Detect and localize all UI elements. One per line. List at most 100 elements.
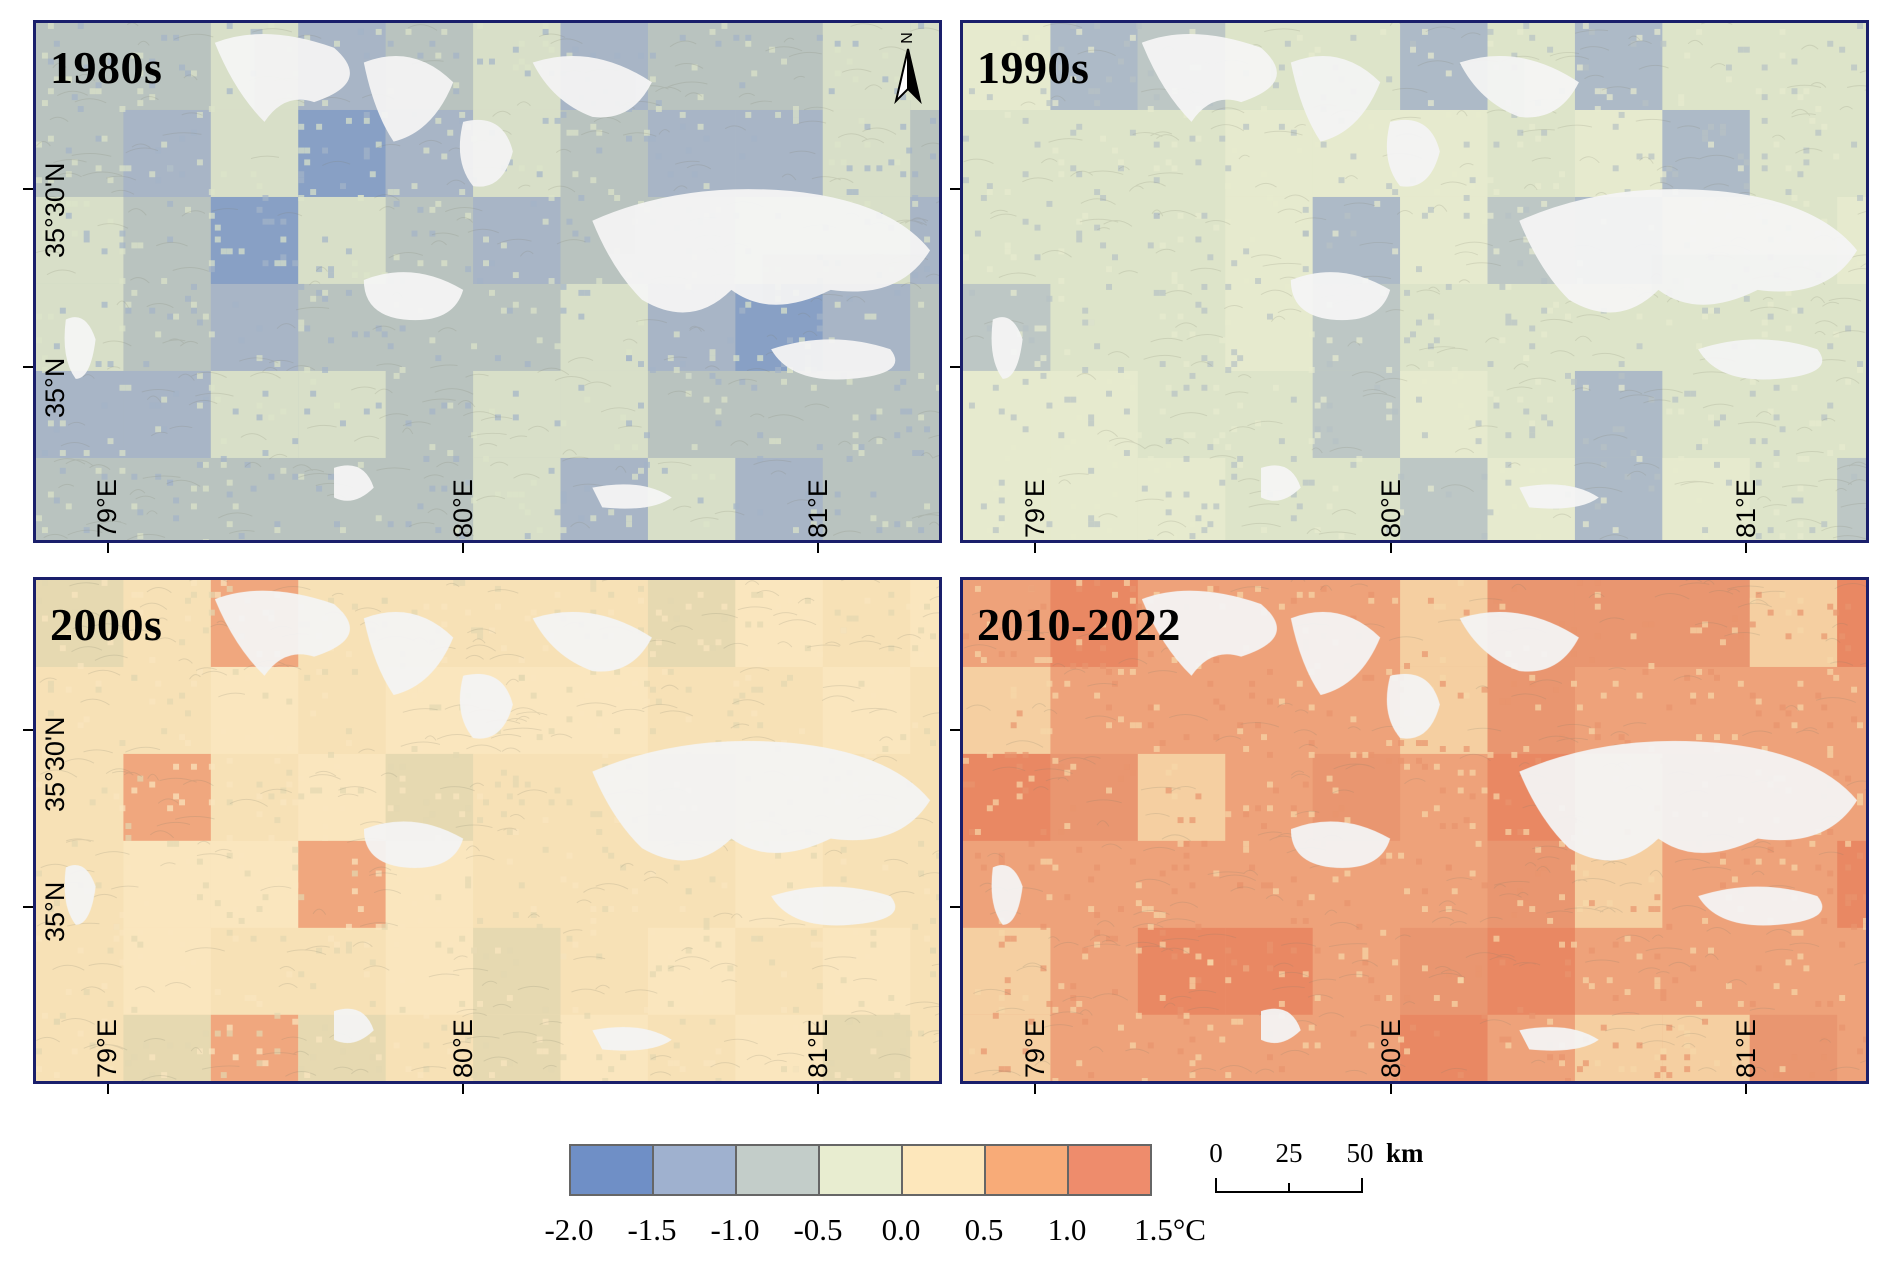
anomaly-pixel	[1094, 88, 1101, 95]
anomaly-pixel	[1040, 603, 1047, 610]
anomaly-pixel	[1177, 1012, 1184, 1019]
anomaly-pixel	[1213, 503, 1220, 510]
anomaly-pixel	[1845, 775, 1852, 782]
anomaly-pixel	[1398, 852, 1405, 859]
anomaly-pixel	[745, 40, 752, 47]
anomaly-pixel	[268, 23, 275, 29]
anomaly-pixel	[1827, 829, 1834, 835]
anomaly-pixel	[459, 935, 466, 942]
anomaly-pixel	[256, 906, 263, 913]
anomaly-pixel	[1195, 301, 1202, 308]
anomaly-pixel	[137, 533, 144, 540]
anomaly-pixel	[757, 722, 764, 729]
anomaly-pixel	[1576, 580, 1583, 586]
anomaly-pixel	[1386, 414, 1393, 421]
anomaly-pixel	[963, 633, 969, 640]
anomaly-pixel	[1284, 283, 1291, 290]
legend-swatch	[735, 1144, 820, 1196]
anomaly-pixel	[792, 1006, 799, 1013]
anomaly-tile	[298, 753, 386, 841]
anomaly-pixel	[506, 829, 513, 835]
anomaly-pixel	[53, 497, 60, 504]
anomaly-pixel	[632, 680, 638, 687]
anomaly-pixel	[906, 521, 913, 528]
anomaly-pixel	[262, 195, 269, 201]
anomaly-pixel	[512, 301, 519, 308]
anomaly-pixel	[864, 200, 871, 207]
anomaly-pixel	[1737, 153, 1744, 160]
anomaly-pixel	[1529, 906, 1536, 913]
anomaly-pixel	[974, 852, 981, 859]
anomaly-pixel	[1797, 485, 1804, 492]
anomaly-pixel	[441, 153, 448, 160]
anomaly-pixel	[918, 870, 925, 877]
anomaly-pixel	[685, 147, 692, 154]
anomaly-pixel	[1535, 378, 1542, 385]
anomaly-pixel	[435, 527, 442, 534]
anomaly-pixel	[870, 515, 877, 522]
anomaly-pixel	[840, 858, 847, 865]
anomaly-pixel	[292, 473, 299, 480]
anomaly-pixel	[1779, 28, 1786, 35]
anomaly-pixel	[852, 615, 859, 622]
anomaly-pixel	[1839, 633, 1846, 640]
anomaly-pixel	[1141, 633, 1148, 640]
anomaly-pixel	[542, 218, 549, 225]
anomaly-pixel	[1809, 1072, 1816, 1079]
anomaly-pixel	[667, 668, 674, 675]
anomaly-pixel	[781, 680, 788, 687]
anomaly-pixel	[1821, 704, 1828, 711]
anomaly-pixel	[1046, 680, 1053, 687]
anomaly-pixel	[214, 591, 221, 598]
anomaly-pixel	[679, 1018, 686, 1025]
anomaly-pixel	[1070, 76, 1077, 83]
anomaly-pixel	[1487, 28, 1494, 35]
anomaly-pixel	[840, 977, 847, 984]
anomaly-pixel	[1219, 432, 1226, 439]
anomaly-pixel	[220, 455, 227, 462]
anomaly-pixel	[512, 829, 519, 835]
anomaly-pixel	[590, 515, 597, 522]
anomaly-pixel	[1678, 100, 1685, 107]
anomaly-tile	[963, 370, 1051, 458]
anomaly-pixel	[363, 331, 370, 338]
anomaly-pixel	[488, 408, 495, 415]
anomaly-pixel	[1266, 941, 1273, 948]
anomaly-pixel	[351, 603, 358, 610]
anomaly-pixel	[787, 1048, 793, 1055]
anomaly-pixel	[1702, 533, 1709, 540]
anomaly-pixel	[1481, 1012, 1488, 1019]
anomaly-pixel	[963, 177, 969, 184]
anomaly-pixel	[1278, 64, 1285, 71]
anomaly-pixel	[1511, 52, 1518, 59]
anomaly-pixel	[1767, 609, 1774, 616]
anomaly-pixel	[411, 900, 418, 907]
anomaly-pixel	[435, 793, 442, 800]
anomaly-pixel	[1517, 829, 1524, 835]
anomaly-pixel	[1076, 218, 1083, 225]
anomaly-pixel	[792, 111, 799, 118]
anomaly-pixel	[465, 266, 472, 273]
anomaly-pixel	[1761, 64, 1768, 71]
anomaly-pixel	[399, 1006, 406, 1013]
legend-swatch	[984, 1144, 1069, 1196]
anomaly-pixel	[125, 609, 132, 616]
anomaly-pixel	[1857, 23, 1864, 29]
anomaly-pixel	[101, 473, 108, 480]
anomaly-pixel	[1350, 153, 1357, 160]
anomaly-pixel	[1588, 947, 1595, 954]
legend-swatch	[901, 1144, 986, 1196]
anomaly-pixel	[638, 319, 644, 326]
anomaly-pixel	[125, 307, 132, 314]
anomaly-pixel	[161, 278, 168, 284]
anomaly-pixel	[1702, 917, 1709, 924]
anomaly-pixel	[351, 331, 358, 338]
anomaly-pixel	[1022, 1048, 1029, 1055]
anomaly-pixel	[488, 289, 495, 296]
anomaly-pixel	[77, 23, 84, 29]
anomaly-pixel	[1022, 171, 1029, 178]
anomaly-tile	[36, 196, 124, 284]
anomaly-pixel	[852, 444, 859, 451]
anomaly-pixel	[1356, 971, 1363, 978]
anomaly-pixel	[769, 858, 776, 865]
